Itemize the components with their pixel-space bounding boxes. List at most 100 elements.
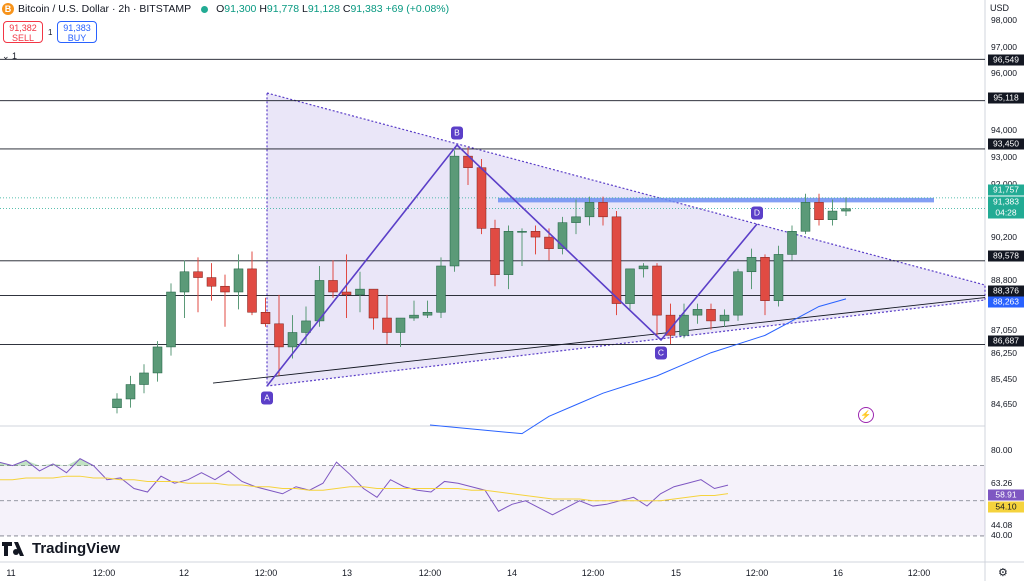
price-tag: 96,549 <box>988 54 1024 66</box>
candle-body <box>112 398 122 408</box>
spread-value: 1 <box>48 28 53 37</box>
candle-body <box>274 323 284 348</box>
candle-body <box>220 285 230 293</box>
market-open-icon <box>201 5 209 13</box>
candle-body <box>301 320 311 333</box>
candle-body <box>827 210 838 220</box>
candle-body <box>787 231 797 255</box>
candle-body <box>490 228 500 275</box>
candle-body <box>665 314 676 336</box>
candle-body <box>449 155 460 267</box>
rsi-tag: 54.10 <box>988 501 1024 513</box>
candle-body <box>179 271 190 293</box>
candle-body <box>206 277 217 287</box>
candle-body <box>706 309 716 322</box>
rsi-overbought-fill <box>0 458 240 466</box>
candle-body <box>503 231 514 275</box>
price-tick-label: 93,000 <box>991 152 1017 162</box>
time-tick-label: 15 <box>670 568 682 578</box>
price-tick-label: 86,250 <box>991 348 1017 358</box>
price-tick-label: 97,000 <box>991 42 1017 52</box>
candle-body <box>247 268 257 313</box>
buy-button[interactable]: 91,383 BUY <box>57 21 97 43</box>
candle-body <box>814 202 824 220</box>
price-tag: 93,450 <box>988 138 1024 150</box>
settings-icon[interactable]: ⚙ <box>998 567 1008 579</box>
resistance-zone <box>498 197 934 203</box>
candle-body <box>530 231 541 238</box>
pattern-point-label[interactable]: B <box>451 126 463 140</box>
candle-body <box>733 271 743 316</box>
rsi-tag: 58.91 <box>988 489 1024 501</box>
candle-body <box>517 231 527 233</box>
bitcoin-icon: B <box>2 3 14 15</box>
price-tag: 86,687 <box>988 335 1024 347</box>
triangle-pattern <box>266 92 986 387</box>
support-trendline <box>212 297 986 384</box>
price-tick-label: 85,450 <box>991 374 1017 384</box>
price-tick-label: 90,200 <box>991 232 1017 242</box>
time-tick-label: 11 <box>6 568 16 578</box>
candle-body <box>395 317 406 333</box>
price-tag: 88,376 <box>988 285 1024 297</box>
candle-body <box>571 216 581 223</box>
candle-body <box>557 222 568 249</box>
symbol-title[interactable]: Bitcoin / U.S. Dollar · 2h · BITSTAMP <box>18 3 192 15</box>
pattern-point-label[interactable]: D <box>751 206 763 220</box>
currency-label[interactable]: USD <box>990 3 1010 13</box>
candle-body <box>314 280 325 322</box>
price-tag: 91,757 <box>988 184 1024 196</box>
candle-body <box>760 257 770 301</box>
candle-body <box>328 280 338 293</box>
candle-body <box>476 167 487 229</box>
candle-body <box>260 311 271 325</box>
rsi-line <box>0 458 729 516</box>
candle-body <box>679 314 689 336</box>
candle-body <box>584 202 595 218</box>
time-tick-label: 12:00 <box>254 568 278 578</box>
candle-body <box>746 257 757 273</box>
rsi-ma-line <box>0 475 729 502</box>
time-tick-label: 12:00 <box>92 568 116 578</box>
candle-body <box>355 288 365 296</box>
candle-body <box>341 291 352 296</box>
alert-icon[interactable]: ⚡ <box>858 407 874 423</box>
candle-body <box>287 332 298 348</box>
price-tick-label: 96,000 <box>991 68 1017 78</box>
rsi-tick-label: 40.00 <box>991 530 1013 540</box>
time-tick-label: 12:00 <box>907 568 931 578</box>
candle-body <box>409 314 419 319</box>
indicator-collapse-button[interactable]: ⌄ 1 <box>2 51 18 61</box>
candle-body <box>422 311 433 316</box>
chart-legend: B Bitcoin / U.S. Dollar · 2h · BITSTAMP … <box>0 0 449 18</box>
candle-body <box>611 216 622 304</box>
rsi-tick-label: 63.26 <box>991 478 1013 488</box>
time-tick-label: 12:00 <box>418 568 442 578</box>
pattern-point-label[interactable]: C <box>655 346 667 360</box>
candle-body <box>233 268 244 293</box>
candle-body <box>800 202 811 232</box>
time-tick-label: 12:00 <box>745 568 769 578</box>
candle-body <box>193 271 203 278</box>
candle-body <box>652 265 662 316</box>
abcd-pattern-line <box>266 143 758 387</box>
candle-body <box>152 346 163 374</box>
candle-body <box>368 288 379 319</box>
time-tick-label: 12 <box>178 568 190 578</box>
price-tick-label: 98,000 <box>991 15 1017 25</box>
price-tag: 88,263 <box>988 296 1024 308</box>
candle-body <box>638 265 649 270</box>
candle-body <box>139 372 149 385</box>
candle-body <box>598 202 608 218</box>
price-tick-label: 87,050 <box>991 325 1017 335</box>
sell-button[interactable]: 91,382 SELL <box>3 21 43 43</box>
pattern-point-label[interactable]: A <box>261 391 273 405</box>
moving-average-line <box>429 298 847 435</box>
price-tag: 89,578 <box>988 250 1024 262</box>
candle-body <box>166 291 176 348</box>
candle-body <box>692 309 703 316</box>
rsi-tick-label: 44.08 <box>991 520 1013 530</box>
price-tag: 91,383 <box>988 196 1024 208</box>
ohlc-values: O91,300 H91,778 L91,128 C91,383 +69 (+0.… <box>216 3 450 15</box>
